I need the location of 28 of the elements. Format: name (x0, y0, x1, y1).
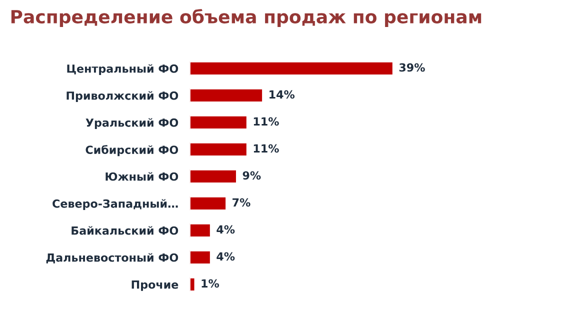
data-label: 11% (254, 117, 279, 126)
data-label: 4% (216, 225, 235, 234)
y-tick-label: Байкальский ФО (72, 226, 178, 235)
data-label: 7% (232, 198, 250, 207)
data-label: 1% (202, 279, 220, 288)
bar (190, 222, 212, 238)
y-tick-label: Сибирский ФО (86, 145, 178, 156)
data-label: 4% (216, 252, 235, 261)
data-label: 11% (254, 144, 279, 153)
y-tick-label: Уральский ФО (86, 118, 178, 129)
bar (190, 114, 248, 130)
bar (190, 276, 196, 292)
data-label: 14% (270, 90, 295, 99)
bar (190, 250, 212, 265)
bar (190, 142, 248, 157)
bar (190, 88, 264, 103)
y-tick-label: Дальневостоный ФО (46, 253, 178, 264)
y-tick-label: Приволжский ФО (66, 91, 178, 102)
bar (190, 60, 394, 76)
bar (190, 196, 227, 211)
y-tick-label: Южный ФО (106, 172, 178, 181)
chart-title: Распределение объема продаж по регионам (11, 8, 482, 28)
data-label: 9% (242, 171, 261, 180)
y-tick-label: Центральный ФО (67, 64, 178, 75)
data-label: 39% (399, 63, 425, 72)
y-tick-label: Северо-Западный… (52, 199, 178, 210)
y-tick-label: Прочие (132, 280, 178, 291)
bar (190, 168, 238, 184)
